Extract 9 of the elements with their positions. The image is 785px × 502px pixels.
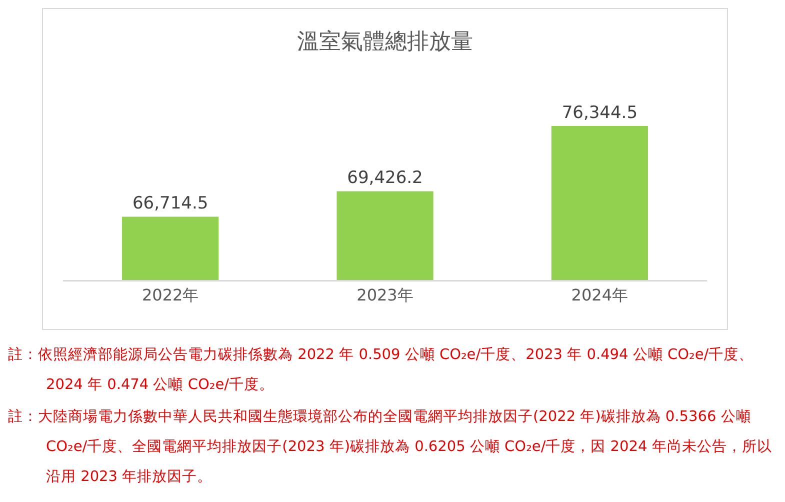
- x-tick-label: 2022年: [142, 286, 199, 305]
- chart-title: 溫室氣體總排放量: [297, 30, 473, 55]
- x-tick-label: 2023年: [356, 286, 414, 305]
- x-tick-label: 2024年: [571, 286, 628, 305]
- text: 註：依照經濟部能源局公告電力碳排係數為 2022 年 0.509 公噸 CO₂e/千度、2023 年 0.494 公噸 CO₂e/千度、2024 年 0.474 公噸 CO₂e/千度。: [7, 346, 755, 395]
- data-label: 76,344.5: [562, 103, 638, 123]
- text: 註：大陸商場電力係數中華人民共和國生態環境部公布的全國電網平均排放因子(2022 年)碳排放為 0.5366 公噸 CO₂e/千度、全國電網平均排放因子(2023 年)碳排放為 0.6205 公噸 CO₂e/千度，因 2024 年尚未公告，所以沿用 2023 年排放因子。: [7, 408, 773, 487]
- data-label: 66,714.5: [132, 194, 208, 214]
- data-label: 69,426.2: [347, 168, 423, 188]
